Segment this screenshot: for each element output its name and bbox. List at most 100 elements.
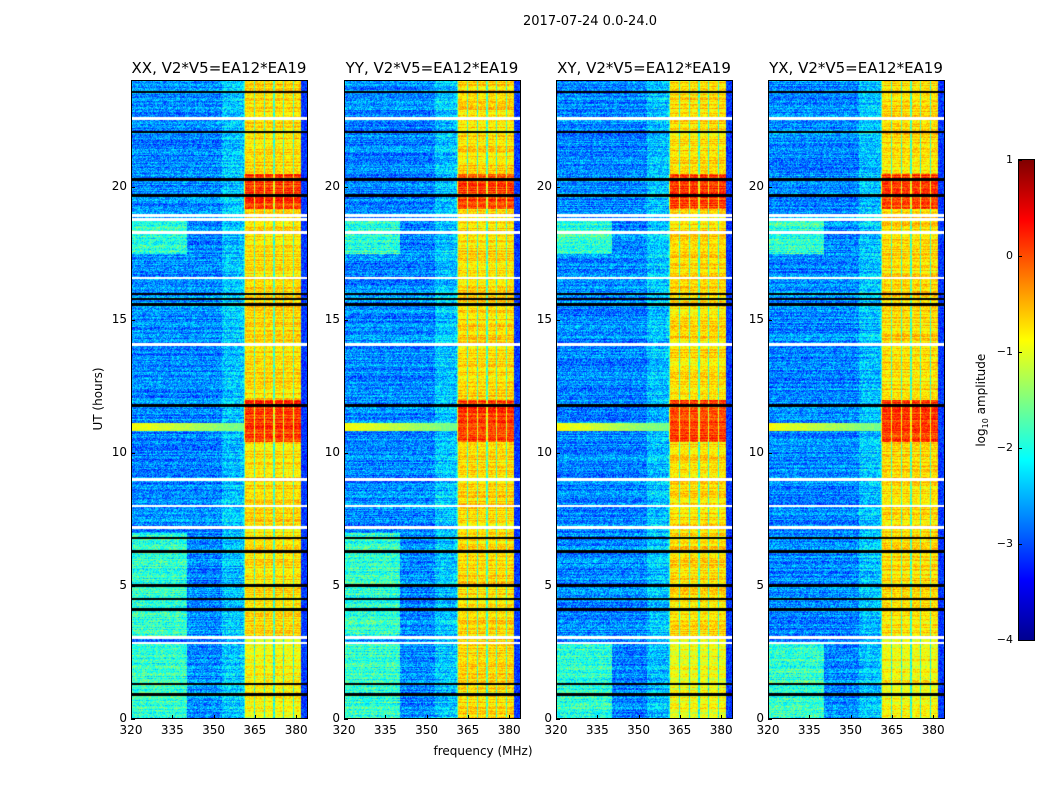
panel-title: YY, V2*V5=EA12*EA19 [345,59,519,77]
y-tick-label: 10 [324,444,340,459]
spectrogram-image [345,81,520,718]
x-tick-mark [597,715,599,719]
x-tick-label: 365 [668,723,692,737]
y-tick-label: 5 [119,577,127,592]
y-tick-mark [556,319,560,321]
x-tick-label: 320 [544,723,568,737]
y-tick-mark [131,585,135,587]
x-tick-mark [467,715,469,719]
y-tick-mark [344,452,348,454]
colorbar-tick-mark [1018,352,1022,353]
x-tick-label: 380 [709,723,733,737]
x-tick-mark [891,715,893,719]
y-tick-label: 0 [544,711,552,725]
x-tick-label: 335 [585,723,609,737]
panel-title: YX, V2*V5=EA12*EA19 [769,59,943,77]
colorbar-tick-label: 1 [1006,153,1013,166]
y-tick-label: 20 [748,178,764,193]
y-tick-mark [131,186,135,188]
panel-title: XX, V2*V5=EA12*EA19 [131,59,307,77]
y-tick-mark [768,186,772,188]
y-tick-label: 20 [111,178,127,193]
x-tick-mark [556,715,557,719]
x-tick-mark [768,715,769,719]
x-tick-label: 335 [373,723,397,737]
y-tick-label: 10 [748,444,764,459]
y-tick-label: 15 [324,311,340,326]
spectrogram-panel [768,80,945,719]
x-tick-mark [296,715,298,719]
y-tick-label: 0 [756,711,764,725]
y-tick-label: 20 [324,178,340,193]
y-tick-mark [344,319,348,321]
colorbar-tick-mark [1018,640,1022,641]
y-tick-mark [131,719,135,720]
colorbar-tick-mark [1018,544,1022,545]
y-tick-label: 5 [756,577,764,592]
y-tick-label: 0 [119,711,127,725]
spectrogram-panel [344,80,521,719]
x-tick-mark [638,715,640,719]
x-tick-label: 350 [415,723,439,737]
colorbar-label-sub: 10 [981,418,991,429]
y-tick-mark [556,585,560,587]
y-tick-mark [556,719,560,720]
x-tick-mark [679,715,681,719]
spectrogram-panel [556,80,733,719]
y-tick-label: 5 [544,577,552,592]
colorbar-tick-label: −2 [996,441,1013,454]
y-axis-label: UT (hours) [91,367,105,431]
x-axis-label: frequency (MHz) [433,744,533,758]
y-tick-mark [768,319,772,321]
y-tick-mark [131,319,135,321]
x-tick-label: 350 [839,723,863,737]
colorbar-tick-label: −4 [996,633,1013,646]
x-tick-label: 320 [119,723,143,737]
x-tick-label: 320 [756,723,780,737]
y-tick-label: 10 [536,444,552,459]
x-tick-mark [850,715,852,719]
y-tick-label: 15 [748,311,764,326]
x-tick-label: 365 [880,723,904,737]
y-tick-mark [344,186,348,188]
x-tick-mark [721,715,723,719]
y-tick-label: 0 [332,711,340,725]
spectrogram-image [132,81,307,718]
x-tick-label: 320 [332,723,356,737]
colorbar-label-tail: amplitude [973,353,988,419]
x-tick-mark [426,715,428,719]
colorbar [1018,159,1035,641]
x-tick-mark [344,715,345,719]
x-tick-label: 365 [456,723,480,737]
y-tick-mark [556,452,560,454]
colorbar-tick-label: −3 [996,537,1013,550]
y-tick-mark [556,186,560,188]
y-tick-mark [131,452,135,454]
colorbar-tick-label: 0 [1006,249,1013,262]
colorbar-tick-mark [1018,448,1022,449]
x-tick-mark [933,715,935,719]
y-tick-mark [344,585,348,587]
x-tick-mark [809,715,811,719]
spectrogram-image [769,81,944,718]
spectrogram-image [557,81,732,718]
x-tick-mark [172,715,174,719]
x-tick-label: 350 [202,723,226,737]
spectrogram-panel [131,80,308,719]
y-tick-mark [768,585,772,587]
x-tick-label: 380 [284,723,308,737]
x-tick-label: 335 [797,723,821,737]
figure-title: 2017-07-24 0.0-24.0 [523,14,657,29]
x-tick-mark [213,715,215,719]
y-tick-label: 5 [332,577,340,592]
x-tick-mark [385,715,387,719]
x-tick-label: 335 [160,723,184,737]
x-tick-mark [131,715,132,719]
y-tick-mark [768,719,772,720]
x-tick-mark [509,715,511,719]
x-tick-label: 380 [497,723,521,737]
colorbar-tick-mark [1018,256,1022,257]
colorbar-tick-label: −1 [996,345,1013,358]
y-tick-mark [344,719,348,720]
